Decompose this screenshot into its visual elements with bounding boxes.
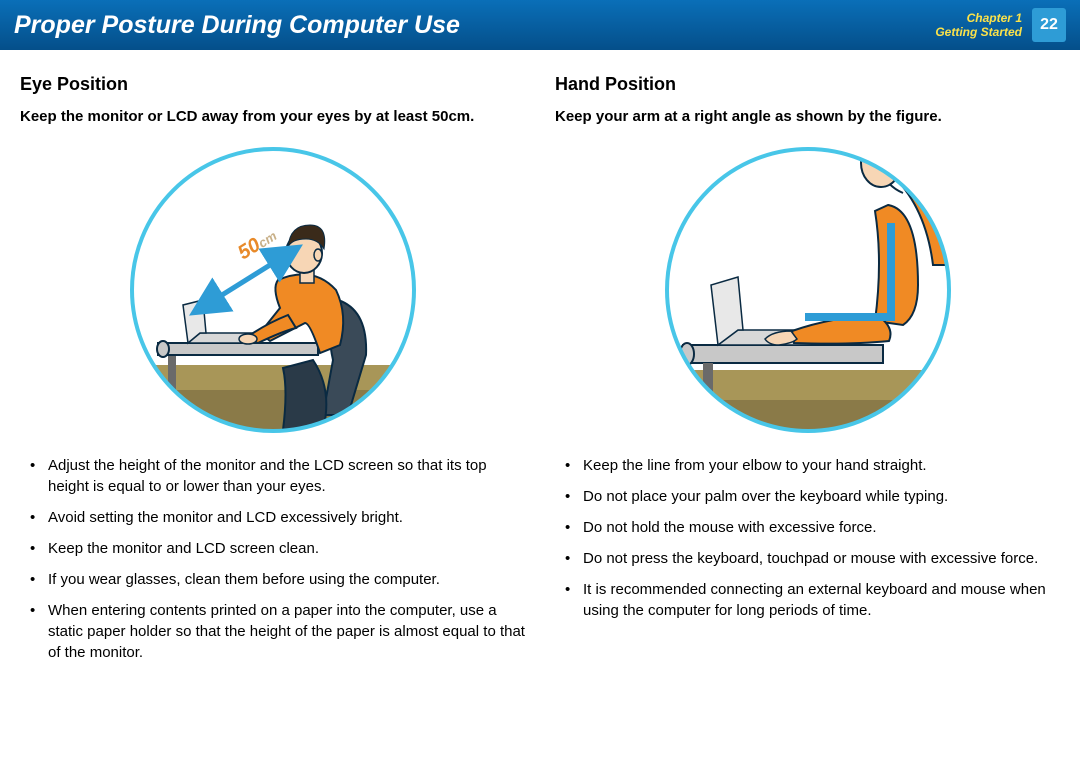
list-item: When entering contents printed on a pape… <box>26 600 525 663</box>
list-item: Keep the line from your elbow to your ha… <box>561 455 1060 476</box>
hand-bullets-list: Keep the line from your elbow to your ha… <box>555 455 1060 621</box>
list-item: Do not press the keyboard, touchpad or m… <box>561 548 1060 569</box>
eye-position-illustration: 50cm <box>128 145 418 435</box>
list-item: If you wear glasses, clean them before u… <box>26 569 525 590</box>
page-title: Proper Posture During Computer Use <box>14 11 935 40</box>
list-item: Do not hold the mouse with excessive for… <box>561 517 1060 538</box>
hand-illustration-wrap <box>555 145 1060 435</box>
chapter-line-2: Getting Started <box>935 25 1022 39</box>
hand-position-illustration <box>663 145 953 435</box>
list-item: Do not place your palm over the keyboard… <box>561 486 1060 507</box>
hand-section-subtitle: Keep your arm at a right angle as shown … <box>555 107 1060 127</box>
content-area: Eye Position Keep the monitor or LCD awa… <box>0 50 1080 683</box>
page-number-badge: 22 <box>1032 8 1066 42</box>
hand-section-title: Hand Position <box>555 74 1060 95</box>
chapter-line-1: Chapter 1 <box>935 11 1022 25</box>
page-header: Proper Posture During Computer Use Chapt… <box>0 0 1080 50</box>
list-item: It is recommended connecting an external… <box>561 579 1060 621</box>
list-item: Adjust the height of the monitor and the… <box>26 455 525 497</box>
eye-position-column: Eye Position Keep the monitor or LCD awa… <box>20 74 525 673</box>
eye-section-title: Eye Position <box>20 74 525 95</box>
eye-illustration-wrap: 50cm <box>20 145 525 435</box>
list-item: Keep the monitor and LCD screen clean. <box>26 538 525 559</box>
chapter-label: Chapter 1 Getting Started <box>935 11 1022 40</box>
list-item: Avoid setting the monitor and LCD excess… <box>26 507 525 528</box>
eye-section-subtitle: Keep the monitor or LCD away from your e… <box>20 107 525 127</box>
eye-bullets-list: Adjust the height of the monitor and the… <box>20 455 525 663</box>
hand-position-column: Hand Position Keep your arm at a right a… <box>555 74 1060 673</box>
